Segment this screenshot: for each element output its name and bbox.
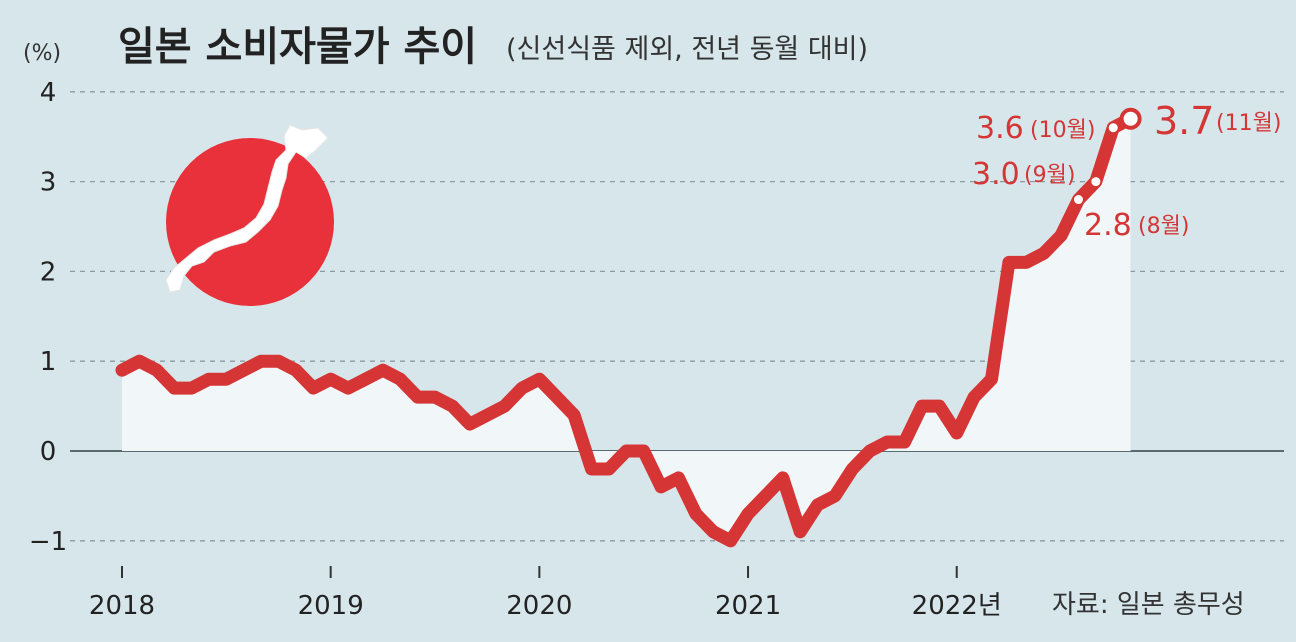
y-tick-label: −1 bbox=[29, 527, 67, 557]
y-tick-label: 2 bbox=[40, 257, 57, 287]
annotation-3-7: 3.7 (11월) bbox=[1154, 99, 1281, 143]
x-tick-label: 2020 bbox=[506, 591, 572, 621]
annotation-month-nov: (11월) bbox=[1216, 111, 1281, 136]
x-axis: 2018 2019 2020 2021 2022년 bbox=[89, 566, 1002, 621]
point-marker-2022-08 bbox=[1073, 195, 1083, 205]
annotation-value-nov: 3.7 bbox=[1154, 99, 1214, 143]
annotation-month-aug: (8월) bbox=[1138, 214, 1189, 239]
chart-title: 일본 소비자물가 추이 bbox=[118, 24, 477, 70]
annotation-2-8: 2.8 (8월) bbox=[1084, 208, 1189, 243]
x-tick-label: 2022년 bbox=[912, 591, 1002, 621]
point-marker-2022-11 bbox=[1119, 107, 1142, 130]
annotation-value-oct: 3.6 bbox=[976, 111, 1024, 146]
area-fill bbox=[122, 118, 1131, 541]
y-tick-label: 4 bbox=[40, 78, 57, 108]
annotation-3-0: 3.0 (9월) bbox=[972, 157, 1075, 192]
annotation-value-sep: 3.0 bbox=[972, 157, 1020, 192]
y-axis: 4 3 2 1 0 −1 bbox=[29, 78, 67, 557]
y-tick-label: 0 bbox=[40, 437, 57, 467]
annotation-3-6: 3.6 (10월) bbox=[976, 111, 1095, 146]
x-tick-label: 2019 bbox=[298, 591, 364, 621]
annotation-value-aug: 2.8 bbox=[1084, 208, 1132, 243]
y-tick-label: 1 bbox=[40, 347, 57, 377]
point-marker-2022-10 bbox=[1108, 123, 1118, 133]
annotation-month-sep: (9월) bbox=[1024, 163, 1075, 188]
point-markers bbox=[1073, 107, 1142, 205]
chart-subtitle: (신선식품 제외, 전년 동월 대비) bbox=[506, 34, 868, 65]
annotation-month-oct: (10월) bbox=[1030, 118, 1095, 143]
japan-flag-map-icon bbox=[165, 124, 334, 306]
point-marker-2022-09 bbox=[1091, 177, 1101, 187]
series-line bbox=[115, 112, 1138, 548]
y-unit-label: (%) bbox=[23, 41, 61, 66]
japan-map-shape bbox=[165, 124, 329, 293]
source-label: 자료: 일본 총무성 bbox=[1052, 590, 1245, 620]
x-tick-label: 2018 bbox=[89, 591, 155, 621]
y-tick-label: 3 bbox=[40, 168, 57, 198]
x-tick-label: 2021 bbox=[715, 591, 781, 621]
flag-circle bbox=[166, 138, 334, 306]
